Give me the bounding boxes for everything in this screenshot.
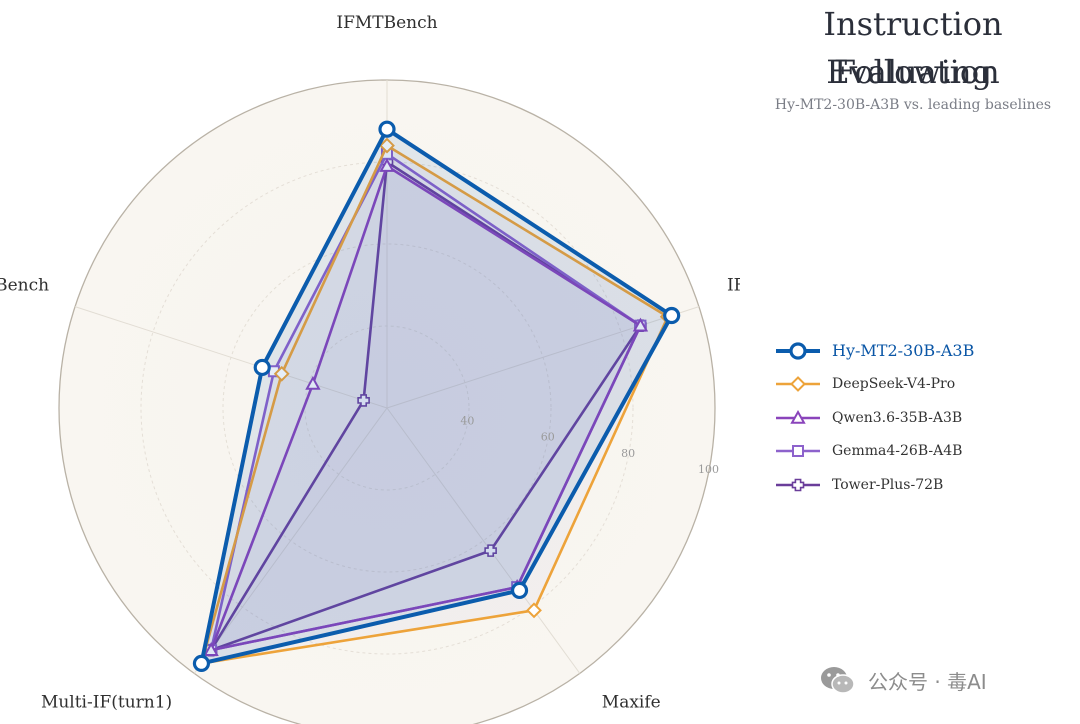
chart-legend: Hy-MT2-30B-A3B DeepSeek-V4-Pro Qwen3.6-35B…: [772, 334, 974, 502]
legend-marker-deepseek-v4-pro: [790, 376, 806, 393]
spoke-1: [386, 306, 700, 409]
point-qwen3-6-35b-a3b-3: [203, 642, 219, 656]
axis-label-ifeval: IFEVAL: [727, 276, 740, 296]
legend-label-hy-mt2-30b-a3b: Hy-MT2-30B-A3B: [832, 341, 975, 361]
wechat-icon: [821, 667, 855, 694]
tick-label-80: 80: [621, 447, 635, 460]
series-qwen3-6-35b-a3b: [203, 158, 649, 656]
grid-ring-60: [222, 243, 552, 573]
legend-swatch-hy-mt2-30b-a3b: [776, 342, 820, 360]
legend-swatch-gemma4-26b-a4b: [776, 445, 820, 458]
legend-item-gemma4-26b-a4b: Gemma4-26B-A4B: [772, 435, 974, 469]
point-deepseek-v4-pro-2: [526, 602, 542, 619]
legend-swatch-deepseek-v4-pro: [776, 376, 820, 393]
radar-chart: 40 60 80 100 IFMTBench IFEVAL Maxife Multi-IF(t…: [0, 13, 740, 724]
legend-label-qwen3-6-35b-a3b: Qwen3.6-35B-A3B: [832, 409, 963, 426]
series-hy-mt2-30b-a3b: [192, 120, 681, 673]
legend-item-qwen3-6-35b-a3b: Qwen3.6-35B-A3B: [772, 401, 974, 435]
legend-label-gemma4-26b-a4b: Gemma4-26B-A4B: [832, 443, 963, 460]
legend-swatch-tower-plus-72b: [776, 478, 820, 492]
legend-marker-gemma4-26b-a4b: [792, 445, 804, 458]
spoke-4: [74, 306, 388, 409]
tick-label-40: 40: [460, 414, 474, 427]
legend-label-tower-plus-72b: Tower-Plus-72B: [832, 476, 944, 493]
axis-label-ifbench: IFBench: [0, 276, 49, 296]
tick-label-100: 100: [698, 463, 719, 476]
legend-swatch-qwen3-6-35b-a3b: [776, 409, 820, 424]
watermark-text: 公众号 · 毒AI: [868, 669, 987, 694]
legend-label-deepseek-v4-pro: DeepSeek-V4-Pro: [832, 376, 956, 393]
series-line-qwen3-6-35b-a3b: [209, 164, 642, 652]
point-hy-mt2-30b-a3b-0: [378, 120, 396, 138]
legend-marker-hy-mt2-30b-a3b: [789, 342, 807, 360]
legend-item-tower-plus-72b: Tower-Plus-72B: [772, 468, 974, 502]
spoke-2: [386, 407, 581, 674]
axis-label-maxife: Maxife: [602, 692, 661, 712]
series-line-hy-mt2-30b-a3b: [199, 127, 674, 666]
point-qwen3-6-35b-a3b-4: [305, 375, 321, 390]
axis-label-ifmtbench: IFMTBench: [336, 13, 437, 33]
legend-item-deepseek-v4-pro: DeepSeek-V4-Pro: [772, 368, 974, 402]
axis-label-multi-if-turn1-: Multi-IF(turn1): [41, 692, 172, 712]
chart-subtitle: Hy-MT2-30B-A3B vs. leading baselines: [774, 97, 1052, 113]
watermark: 公众号 · 毒AI: [818, 660, 987, 700]
point-deepseek-v4-pro-0: [379, 137, 395, 154]
point-hy-mt2-30b-a3b-3: [192, 654, 211, 673]
chart-title-line1: Instruction Following: [823, 5, 1003, 91]
point-hy-mt2-30b-a3b-4: [253, 358, 271, 377]
spoke-3: [193, 407, 388, 674]
point-hy-mt2-30b-a3b-1: [663, 306, 681, 325]
chart-title-line2: Evaluation: [826, 53, 1000, 91]
point-hy-mt2-30b-a3b-2: [510, 581, 529, 600]
point-deepseek-v4-pro-4: [273, 365, 290, 382]
point-tower-plus-72b-2: [484, 544, 497, 557]
legend-marker-qwen3-6-35b-a3b: [790, 409, 806, 424]
point-qwen3-6-35b-a3b-1: [632, 317, 649, 332]
point-qwen3-6-35b-a3b-0: [379, 158, 395, 172]
legend-marker-tower-plus-72b: [791, 478, 805, 492]
point-tower-plus-72b-4: [357, 394, 370, 407]
legend-item-hy-mt2-30b-a3b: Hy-MT2-30B-A3B: [772, 334, 974, 368]
tick-label-60: 60: [541, 431, 555, 444]
